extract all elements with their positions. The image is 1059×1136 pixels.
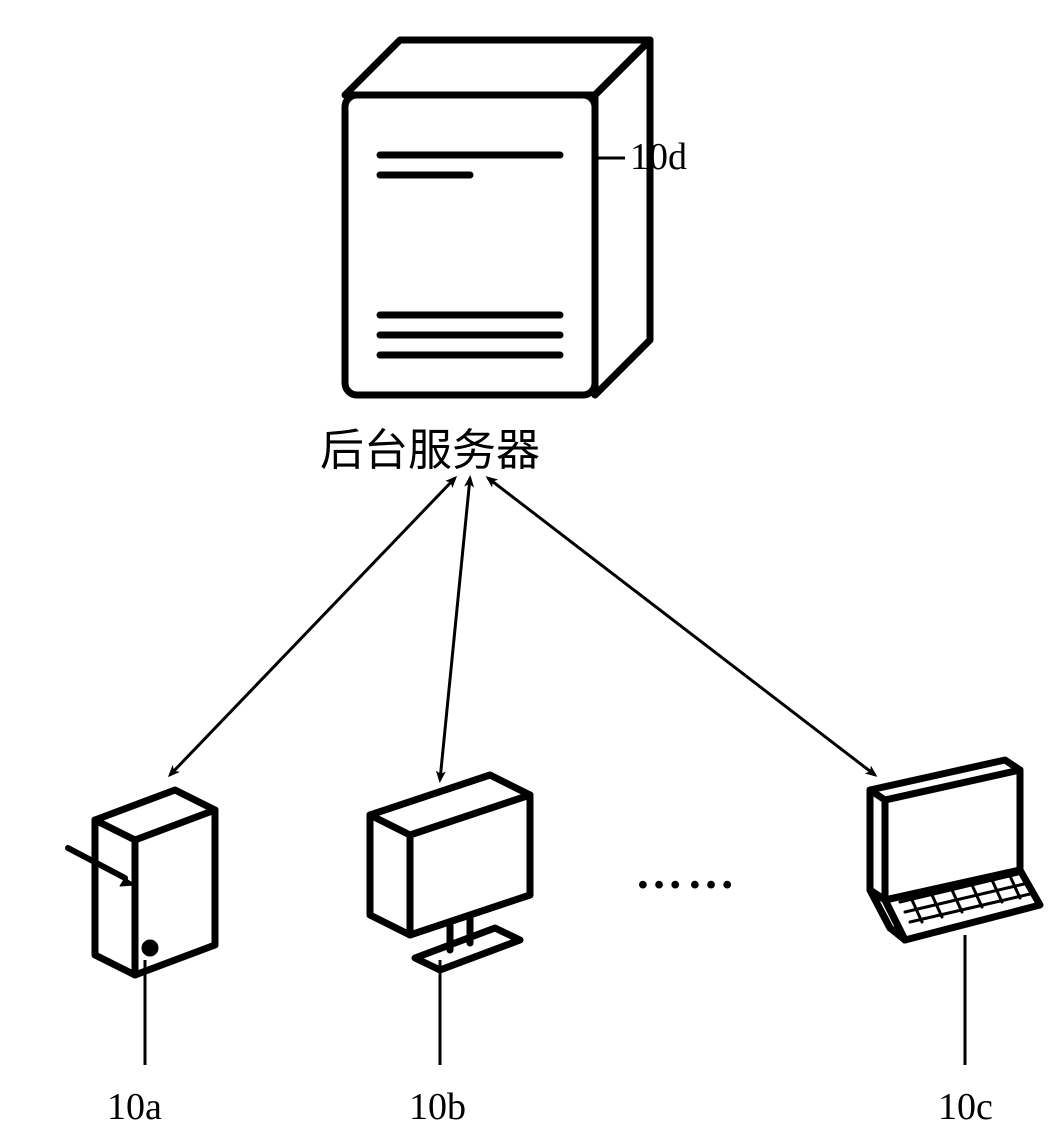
tablet-id-label: 10a — [107, 1085, 162, 1129]
server-icon — [345, 40, 650, 395]
network-diagram: 后台服务器 10d 10a 10b 10c …… — [0, 0, 1059, 1136]
ellipsis: …… — [635, 845, 739, 900]
leader-lines — [145, 158, 965, 1065]
monitor-id-label: 10b — [409, 1085, 466, 1129]
server-id-label: 10d — [630, 135, 687, 179]
laptop-id-label: 10c — [938, 1085, 993, 1129]
connection-arrows — [170, 478, 875, 780]
diagram-svg — [0, 0, 1059, 1136]
laptop-icon — [870, 760, 1040, 940]
tablet-icon — [68, 790, 215, 975]
server-label: 后台服务器 — [320, 414, 540, 478]
monitor-icon — [370, 775, 530, 970]
